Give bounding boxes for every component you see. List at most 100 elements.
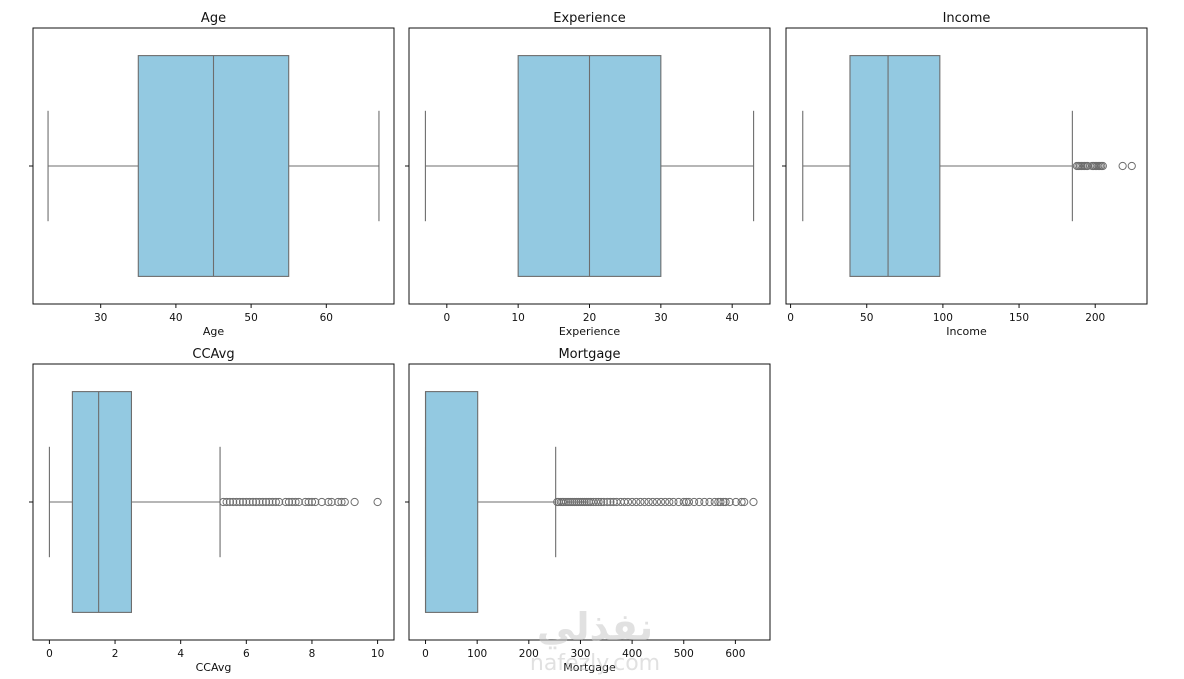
age-chart-title: Age (201, 11, 226, 26)
mortgage-outlier-20 (594, 497, 603, 507)
ccavg-outlier-7 (242, 497, 251, 507)
mortgage-x-tick-label-3: 300 (570, 648, 590, 660)
ccavg-outlier-17 (275, 497, 284, 507)
mortgage-outlier-33 (640, 497, 649, 507)
ccavg-outlier-12 (258, 497, 267, 507)
mortgage-outlier-17 (586, 497, 595, 507)
ccavg-outlier-25 (307, 497, 317, 507)
income-iqr-box (849, 55, 941, 277)
nafezly-watermark-logo: نفذلي nafezly.com (530, 605, 660, 676)
ccavg-outlier-10 (252, 497, 261, 507)
ccavg-outlier-20 (288, 497, 297, 507)
mortgage-outlier-44 (684, 497, 694, 507)
mortgage-outlier-10 (572, 497, 581, 507)
mortgage-outlier-39 (665, 497, 674, 507)
mortgage-outlier-30 (628, 497, 637, 507)
mortgage-x-tick-label-5: 500 (674, 648, 694, 660)
mortgage-outlier-56 (737, 497, 746, 507)
ccavg-x-tick-label-1: 2 (112, 648, 119, 660)
mortgage-outlier-47 (700, 497, 709, 507)
ccavg-outlier-21 (291, 497, 300, 507)
mortgage-outlier-32 (636, 497, 645, 507)
income-outlier-17 (1127, 161, 1136, 171)
experience-x-tick-label-2: 20 (583, 312, 596, 324)
mortgage-outlier-4 (559, 497, 569, 507)
mortgage-outlier-8 (568, 497, 577, 507)
income-x-tick-label-4: 200 (1085, 312, 1105, 324)
income-x-axis-label: Income (946, 325, 987, 338)
mortgage-outlier-31 (632, 497, 641, 507)
mortgage-outlier-24 (606, 497, 615, 507)
mortgage-outlier-21 (597, 497, 606, 507)
ccavg-outlier-1 (222, 497, 231, 507)
ccavg-chart-title: CCAvg (192, 347, 234, 362)
income-boxplot-panel: Income 0 50 100 150 200 Income (782, 11, 1148, 338)
ccavg-outlier-4 (232, 497, 241, 507)
mortgage-outlier-28 (620, 497, 629, 507)
svg-text:نفذلي: نفذلي (537, 605, 653, 649)
mortgage-outlier-14 (580, 497, 589, 507)
ccavg-outlier-18 (281, 497, 290, 507)
mortgage-outlier-19 (591, 497, 601, 507)
ccavg-outlier-14 (265, 497, 274, 507)
mortgage-outlier-53 (721, 497, 730, 507)
ccavg-outlier-22 (294, 497, 303, 507)
ccavg-outlier-19 (284, 497, 294, 507)
mortgage-iqr-box (424, 391, 479, 613)
mortgage-outlier-5 (561, 497, 571, 507)
mortgage-outlier-7 (566, 497, 575, 507)
mortgage-outlier-41 (674, 497, 683, 507)
ccavg-x-tick-label-5: 10 (371, 648, 384, 660)
mortgage-outlier-46 (695, 497, 704, 507)
ccavg-outlier-3 (229, 497, 238, 507)
mortgage-outlier-49 (710, 497, 719, 507)
age-x-tick-label-3: 60 (320, 312, 333, 324)
mortgage-outlier-37 (656, 497, 666, 507)
ccavg-outlier-26 (311, 497, 320, 507)
income-x-tick-label-3: 150 (1009, 312, 1029, 324)
mortgage-boxplot-panel: Mortgage 0 100 200 300 400 500 600 Mortgage (405, 347, 771, 674)
mortgage-x-tick-label-4: 400 (622, 648, 642, 660)
ccavg-outlier-0 (219, 497, 228, 507)
income-x-tick-label-0: 0 (787, 312, 794, 324)
ccavg-outlier-34 (373, 497, 382, 507)
mortgage-outlier-54 (725, 497, 734, 507)
mortgage-chart-title: Mortgage (558, 347, 620, 362)
mortgage-x-axis-label: Mortgage (563, 661, 616, 674)
ccavg-outlier-28 (324, 497, 333, 507)
mortgage-outlier-52 (719, 497, 728, 507)
experience-boxplot-panel: Experience 0 10 20 30 40 Experience (405, 11, 771, 338)
income-chart-title: Income (943, 11, 991, 26)
ccavg-outlier-2 (225, 497, 235, 507)
ccavg-outlier-27 (317, 497, 326, 507)
mortgage-outlier-6 (563, 497, 573, 507)
mortgage-outlier-29 (623, 497, 633, 507)
ccavg-x-tick-label-0: 0 (46, 648, 53, 660)
mortgage-x-tick-label-0: 0 (422, 648, 429, 660)
mortgage-outlier-45 (689, 497, 699, 507)
age-x-axis-label: Age (203, 325, 225, 338)
mortgage-outlier-38 (661, 497, 670, 507)
svg-text:nafezly.com: nafezly.com (530, 651, 660, 676)
age-x-tick-label-1: 40 (169, 312, 182, 324)
mortgage-outlier-40 (669, 497, 678, 507)
age-x-tick-label-0: 30 (94, 312, 107, 324)
age-boxplot-panel: Age 30 40 50 60 Age (29, 11, 395, 338)
ccavg-x-axis-label: CCAvg (196, 661, 232, 674)
mortgage-outlier-51 (716, 497, 725, 507)
experience-x-tick-label-4: 40 (726, 312, 739, 324)
mortgage-outlier-43 (682, 497, 691, 507)
ccavg-outlier-30 (334, 497, 343, 507)
mortgage-outlier-34 (644, 497, 653, 507)
ccavg-outlier-6 (238, 497, 248, 507)
mortgage-outlier-36 (652, 497, 661, 507)
mortgage-outlier-13 (578, 497, 587, 507)
mortgage-x-tick-label-2: 200 (519, 648, 539, 660)
ccavg-outlier-32 (340, 497, 349, 507)
mortgage-outlier-35 (648, 497, 657, 507)
mortgage-outlier-48 (705, 497, 714, 507)
ccavg-axes-frame (32, 363, 395, 641)
mortgage-x-tick-label-1: 100 (467, 648, 487, 660)
mortgage-x-tick-label-6: 600 (725, 648, 745, 660)
income-outlier-16 (1118, 161, 1127, 171)
